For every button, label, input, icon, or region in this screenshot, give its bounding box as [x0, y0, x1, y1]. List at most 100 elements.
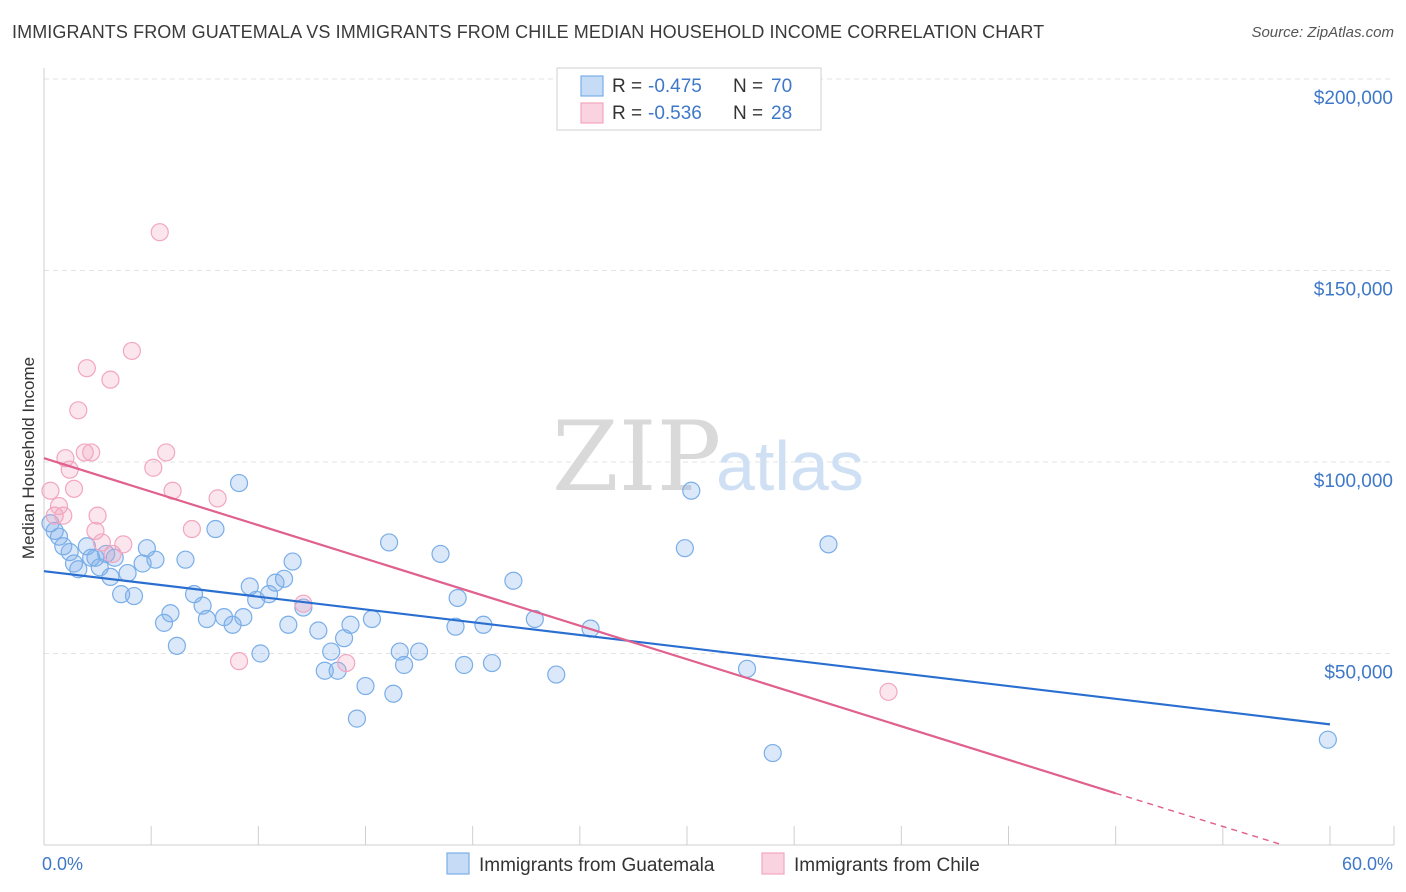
gridlines	[44, 78, 1394, 654]
legend-r-label: R =	[612, 76, 642, 97]
x-tick-label: 60.0%	[1342, 854, 1393, 874]
data-point	[124, 586, 144, 606]
data-point	[251, 644, 270, 663]
data-point	[97, 544, 116, 564]
data-point	[504, 571, 523, 590]
data-point	[101, 567, 120, 587]
data-point	[1318, 730, 1337, 749]
legend-n-value: 70	[771, 76, 792, 97]
data-points	[41, 223, 1337, 763]
data-point	[77, 359, 96, 378]
data-point	[547, 665, 566, 684]
legend-n-label: N =	[733, 103, 763, 124]
y-tick-label: $100,000	[1314, 471, 1393, 492]
data-point	[69, 560, 88, 579]
data-point	[176, 550, 195, 569]
data-point	[454, 655, 474, 675]
data-point	[337, 653, 356, 673]
trend-line-guatemala	[43, 570, 1331, 726]
data-point	[82, 443, 101, 462]
data-point	[208, 489, 227, 508]
source-credit: Source: ZipAtlas.com	[1251, 24, 1394, 41]
data-point	[315, 661, 334, 680]
data-point	[60, 542, 79, 562]
data-point	[69, 401, 88, 420]
data-point	[193, 596, 212, 615]
data-point	[448, 588, 467, 608]
data-point	[737, 659, 757, 678]
data-point	[362, 609, 382, 629]
data-point	[114, 535, 133, 554]
data-point	[763, 743, 782, 763]
data-point	[75, 443, 94, 462]
data-point	[431, 544, 450, 564]
data-point	[341, 615, 360, 634]
data-point	[122, 341, 141, 361]
data-point	[229, 473, 249, 493]
correlation-legend: R = -0.475 N = 70 R = -0.536 N = 28	[556, 67, 822, 131]
y-tick-label: $200,000	[1314, 88, 1393, 109]
data-point	[283, 552, 302, 571]
legend-r-label: R =	[612, 103, 642, 124]
series-label-chile: Immigrants from Chile	[794, 855, 980, 876]
axes	[43, 68, 1395, 846]
data-point	[161, 604, 180, 623]
data-point	[41, 481, 60, 500]
data-point	[309, 621, 328, 640]
data-point	[157, 443, 176, 462]
series-swatch-chile	[761, 852, 785, 875]
data-point	[167, 636, 186, 655]
legend-swatch-chile	[580, 102, 604, 124]
data-point	[229, 652, 249, 671]
data-point	[274, 569, 294, 588]
data-point	[88, 506, 107, 525]
trend-line-chile	[43, 457, 1116, 795]
data-point	[279, 615, 298, 634]
legend-r-value: -0.536	[648, 103, 702, 124]
data-point	[146, 550, 165, 569]
series-swatch-guatemala	[446, 852, 470, 875]
legend-swatch-guatemala	[580, 75, 604, 97]
legend-n-value: 28	[771, 103, 792, 124]
data-point	[266, 573, 285, 592]
y-tick-label: $150,000	[1314, 280, 1393, 301]
data-point	[819, 535, 838, 554]
data-point	[49, 527, 69, 546]
series-label-guatemala: Immigrants from Guatemala	[479, 855, 715, 876]
data-point	[234, 608, 253, 627]
y-tick-labels: $50,000 $100,000 $150,000 $200,000	[1314, 88, 1393, 684]
trend-lines	[43, 457, 1331, 846]
data-point	[64, 479, 84, 498]
x-tick-label: 0.0%	[42, 854, 83, 874]
data-point	[86, 521, 105, 541]
data-point	[150, 223, 169, 242]
data-point	[322, 642, 341, 661]
data-point	[54, 506, 73, 525]
legend-r-value: -0.475	[648, 76, 702, 97]
data-point	[101, 370, 120, 389]
data-point	[86, 548, 105, 567]
data-point	[118, 563, 137, 583]
y-tick-label: $50,000	[1324, 663, 1393, 684]
data-point	[379, 533, 399, 552]
chart-title: IMMIGRANTS FROM GUATEMALA VS IMMIGRANTS …	[12, 22, 1045, 42]
data-point	[446, 617, 465, 636]
watermark: ZIP atlas	[552, 401, 864, 513]
data-point	[197, 609, 216, 629]
x-tick-labels: 0.0% 60.0%	[42, 854, 1393, 874]
data-point	[390, 642, 409, 661]
data-point	[347, 709, 367, 728]
data-point	[144, 458, 163, 477]
data-point	[682, 481, 701, 500]
data-point	[92, 533, 111, 552]
data-point	[154, 613, 174, 632]
data-point	[206, 519, 225, 539]
watermark-zip: ZIP	[552, 401, 721, 513]
data-point	[182, 519, 201, 539]
series-points-guatemala	[41, 473, 1337, 763]
data-point	[49, 496, 69, 516]
series-legend: Immigrants from Guatemala Immigrants fro…	[446, 852, 980, 876]
legend-n-label: N =	[733, 76, 763, 97]
watermark-atlas: atlas	[716, 427, 864, 505]
